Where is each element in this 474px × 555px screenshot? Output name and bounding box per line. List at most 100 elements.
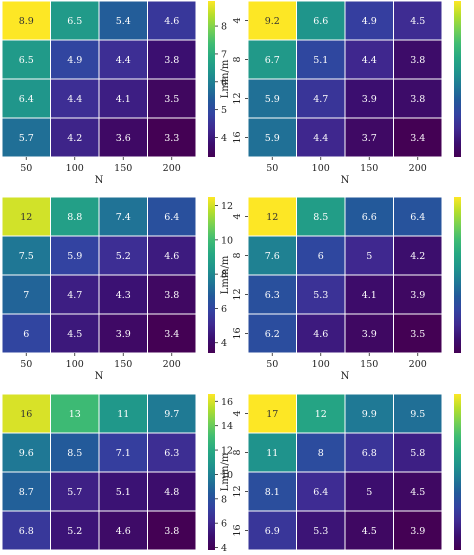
x-tick-label: 150: [360, 359, 378, 370]
heatmap-panel-4: 12 8.5 6.6 6.4 7.6 6 5 4.2 6.3 5.3 4.1 3.9 6.2 4.6 3.9…: [220, 196, 461, 382]
colorbar: [208, 1, 215, 157]
cell-value-label: 12: [315, 409, 327, 420]
cell-value-label: 4.1: [362, 290, 377, 301]
heatmap-cell: [296, 313, 346, 354]
heatmap-cell: [98, 432, 148, 473]
cell-value-label: 4.5: [67, 329, 82, 340]
cell-value-label: 5.7: [67, 487, 82, 498]
cell-value-label: 8.1: [265, 487, 280, 498]
cell-value-label: 6.7: [265, 55, 280, 66]
heatmap-cell: [147, 0, 197, 41]
y-tick-label: 8: [232, 252, 243, 258]
colorbar-tick-label: 7: [221, 49, 227, 60]
cell-value-label: 3.9: [362, 94, 377, 105]
cell-value-label: 7.1: [116, 448, 131, 459]
x-axis-label: N: [95, 175, 104, 186]
cell-value-label: 4.6: [116, 526, 131, 537]
cell-value-label: 6.8: [19, 526, 34, 537]
heatmap-cell: [1, 313, 51, 354]
x-axis-label: N: [341, 175, 350, 186]
heatmap-cell: [147, 235, 197, 276]
cell-value-label: 6.4: [164, 212, 179, 223]
cell-value-label: 3.8: [164, 55, 179, 66]
heatmap-cell: [393, 432, 443, 473]
x-tick-label: 150: [114, 359, 132, 370]
cell-value-label: 3.5: [410, 329, 425, 340]
cell-value-label: 6.5: [19, 55, 34, 66]
cell-value-label: 5: [366, 251, 372, 262]
cell-value-label: 4.1: [116, 94, 131, 105]
cell-value-label: 7.6: [265, 251, 280, 262]
y-tick-label: 4: [232, 17, 243, 23]
colorbar-tick-label: 12: [221, 201, 233, 212]
cell-value-label: 5.3: [313, 290, 328, 301]
heatmap-cell: [98, 313, 148, 354]
heatmap-cell: [1, 510, 51, 551]
heatmap-cell: [247, 39, 297, 80]
y-tick-label: 8: [232, 56, 243, 62]
x-tick-label: 200: [409, 163, 427, 174]
cell-value-label: 6.3: [265, 290, 280, 301]
heatmap-cell: [98, 393, 148, 434]
cell-value-label: 6.2: [265, 329, 280, 340]
heatmap-cell: [147, 471, 197, 512]
cell-value-label: 3.8: [164, 526, 179, 537]
cell-value-label: 3.8: [410, 55, 425, 66]
heatmap-cell: [50, 78, 100, 119]
cell-value-label: 4.7: [67, 290, 82, 301]
cell-value-label: 4.9: [67, 55, 82, 66]
heatmap-cell: [344, 0, 394, 41]
colorbar-tick-label: 6: [221, 519, 227, 530]
x-axis-label: N: [95, 371, 104, 382]
x-tick-label: 50: [266, 359, 278, 370]
colorbar-tick-label: 6: [221, 304, 227, 315]
heatmap-cell: [50, 117, 100, 158]
cell-value-label: 5.1: [116, 487, 131, 498]
colorbar-tick-label: 4: [221, 338, 227, 349]
x-tick-label: 150: [114, 163, 132, 174]
cell-value-label: 16: [20, 409, 32, 420]
x-tick-label: 50: [20, 163, 32, 174]
cell-value-label: 5.4: [116, 16, 131, 27]
x-tick-label: 200: [163, 163, 181, 174]
cell-value-label: 11: [266, 448, 278, 459]
heatmap-cell: [98, 235, 148, 276]
cell-value-label: 7.5: [19, 251, 34, 262]
cell-value-label: 6: [318, 251, 324, 262]
heatmap-cell: [393, 78, 443, 119]
cell-value-label: 7.4: [116, 212, 131, 223]
cell-value-label: 3.9: [362, 329, 377, 340]
cell-value-label: 3.9: [410, 526, 425, 537]
cell-value-label: 6.5: [67, 16, 82, 27]
colorbar-tick-label: 4: [221, 543, 227, 554]
heatmap-cell: [50, 432, 100, 473]
cell-value-label: 4.9: [362, 16, 377, 27]
colorbar-tick-label: 6: [221, 77, 227, 88]
heatmap-cell: [50, 393, 100, 434]
cell-value-label: 12: [266, 212, 278, 223]
cell-value-label: 3.8: [410, 94, 425, 105]
cell-value-label: 5.9: [265, 133, 280, 144]
cell-value-label: 8.5: [67, 448, 82, 459]
cell-value-label: 5.8: [410, 448, 425, 459]
heatmap-cell: [393, 393, 443, 434]
heatmap-cell: [247, 196, 297, 237]
colorbar-tick-label: 14: [221, 421, 233, 432]
y-tick-label: 4: [232, 213, 243, 219]
heatmap-cell: [296, 274, 346, 315]
colorbar-tick-label: 8: [221, 270, 227, 281]
heatmap-cell: [296, 196, 346, 237]
x-tick-label: 50: [20, 359, 32, 370]
y-axis-label: Lmin/m: [220, 255, 231, 294]
colorbar-tick-label: 10: [221, 470, 233, 481]
x-tick-label: 100: [312, 359, 330, 370]
cell-value-label: 5.9: [265, 94, 280, 105]
cell-value-label: 6.9: [265, 526, 280, 537]
y-tick-label: 12: [232, 288, 243, 300]
cell-value-label: 4.5: [362, 526, 377, 537]
colorbar-tick-label: 8: [221, 22, 227, 33]
cell-value-label: 8.7: [19, 487, 34, 498]
colorbar: [454, 197, 461, 353]
heatmap-cell: [50, 510, 100, 551]
colorbar-tick-label: 4: [221, 133, 227, 144]
